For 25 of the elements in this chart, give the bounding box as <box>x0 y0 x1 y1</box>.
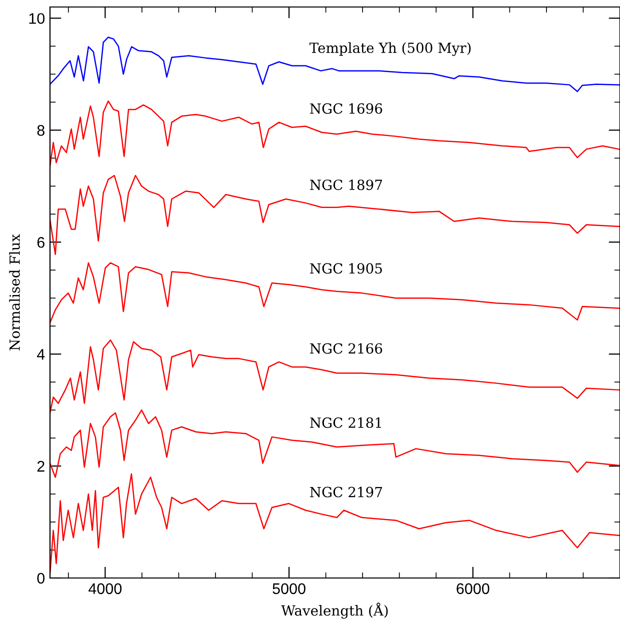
y-axis-title: Normalised Flux <box>9 234 20 350</box>
line-series <box>50 174 620 256</box>
line-series <box>50 339 620 414</box>
y-tick-label: 10 <box>29 13 45 24</box>
series-label: Template Yh (500 Myr) <box>309 42 471 56</box>
series-label: NGC 1905 <box>310 263 382 274</box>
line-series <box>50 262 620 324</box>
x-tick-label: 6000 <box>456 583 490 594</box>
line-series <box>50 100 620 167</box>
x-axis-title: Wavelength (Å) <box>281 602 388 619</box>
y-tick-label: 6 <box>37 236 44 248</box>
x-tick-label: 4000 <box>88 583 122 594</box>
series-label: NGC 1897 <box>310 180 382 190</box>
series-label: NGC 2197 <box>310 486 382 498</box>
y-tick-label: 0 <box>37 572 45 584</box>
y-tick-label: 8 <box>37 125 44 136</box>
series-label: NGC 2181 <box>310 417 382 428</box>
y-tick-label: 2 <box>37 460 44 472</box>
x-tick-label: 5000 <box>272 583 306 594</box>
line-series <box>50 409 620 478</box>
series-label: NGC 2166 <box>310 343 382 354</box>
line-series <box>50 36 620 92</box>
line-series <box>50 473 620 574</box>
series-label: NGC 1696 <box>310 103 382 114</box>
y-tick-label: 4 <box>36 349 45 360</box>
